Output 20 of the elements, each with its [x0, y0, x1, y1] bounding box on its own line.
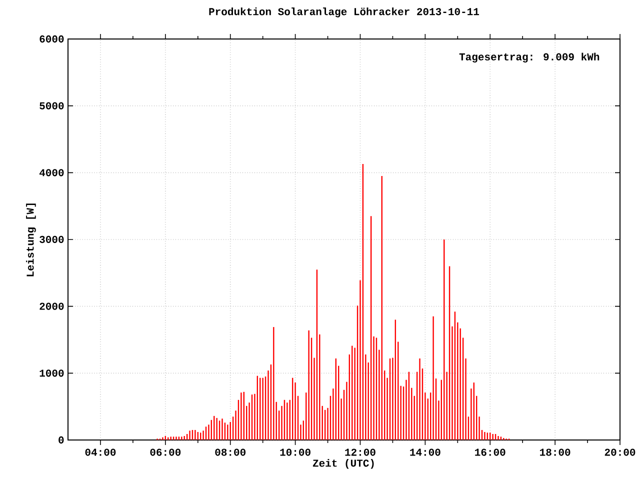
x-tick-label: 10:00 — [280, 448, 310, 456]
x-tick-label: 04:00 — [85, 448, 116, 456]
x-tick-label: 06:00 — [150, 448, 181, 456]
x-tick-label: 18:00 — [540, 448, 570, 456]
y-tick-label: 5000 — [40, 102, 64, 110]
x-tick-label: 20:00 — [604, 448, 636, 456]
x-tick-label: 12:00 — [345, 448, 376, 456]
x-axis-title: Zeit (UTC) — [312, 459, 374, 469]
x-tick-label: 14:00 — [410, 448, 440, 456]
y-tick-label: 6000 — [40, 35, 64, 43]
chart-title: Produktion Solaranlage Löhracker 2013-10-11 — [209, 7, 479, 18]
y-tick-label: 1000 — [40, 370, 64, 377]
x-tick-label: 16:00 — [475, 448, 506, 456]
y-axis-title: Leistung [W] — [26, 204, 36, 276]
y-tick-label: 2000 — [40, 302, 64, 310]
annotation: Tagesertrag: 9.009 kWh — [459, 52, 600, 63]
y-tick-label: 0 — [58, 436, 64, 444]
y-tick-label: 3000 — [40, 236, 64, 244]
x-tick-label: 08:00 — [215, 448, 246, 456]
y-tick-label: 4000 — [39, 169, 64, 176]
